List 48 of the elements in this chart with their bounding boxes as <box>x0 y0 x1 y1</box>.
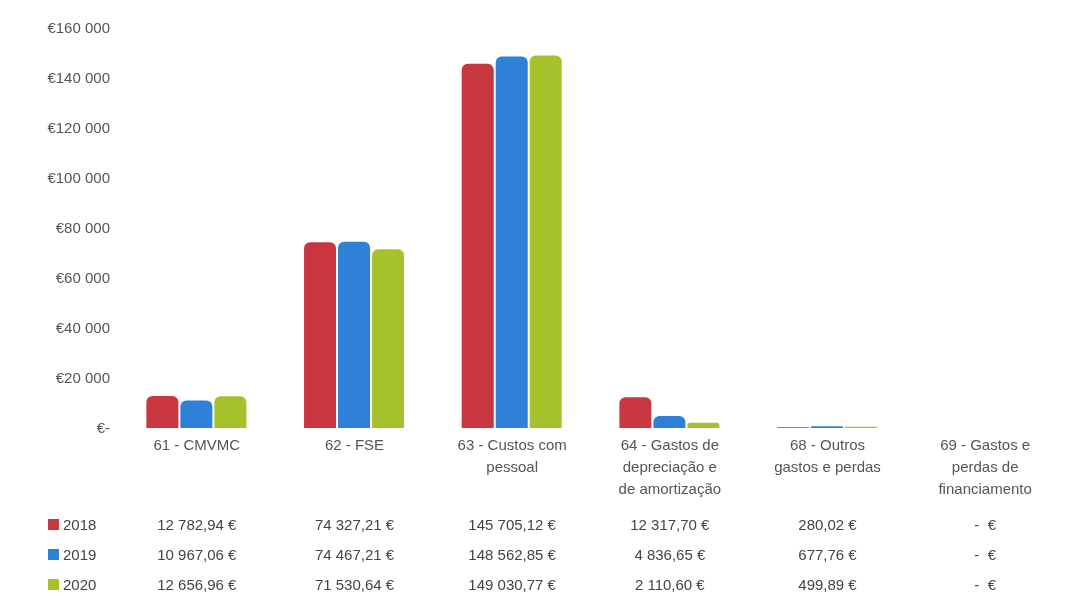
bar <box>461 63 494 428</box>
bar <box>687 422 720 428</box>
y-tick-label: €120 000 <box>47 119 110 137</box>
y-tick-label: €20 000 <box>55 369 110 387</box>
x-tick-label: 63 - Custos com pessoal <box>457 436 567 475</box>
y-tick-label: €80 000 <box>55 219 110 237</box>
y-tick-label: €160 000 <box>47 19 110 37</box>
data-label: 2 110,60 € <box>633 576 706 593</box>
y-tick-label: €100 000 <box>47 169 110 187</box>
data-label: 145 705,12 € <box>467 516 557 533</box>
bar <box>338 241 371 428</box>
bar <box>653 415 686 428</box>
data-label: 12 656,96 € <box>156 576 238 593</box>
data-label: - € <box>973 516 997 533</box>
bar <box>214 396 247 428</box>
data-label: 280,02 € <box>797 516 858 533</box>
data-label: 74 327,21 € <box>313 516 396 533</box>
data-label: - € <box>973 546 997 563</box>
x-tick-label: 68 - Outros gastos e perdas <box>774 436 881 475</box>
data-label: 677,76 € <box>797 546 858 563</box>
legend-label: 2019 <box>63 546 97 563</box>
data-label: 4 836,65 € <box>633 546 707 563</box>
data-label: 74 467,21 € <box>313 546 396 563</box>
x-tick-label: 64 - Gastos de depreciação e de amortização <box>618 436 722 497</box>
data-label: 71 530,64 € <box>313 576 396 593</box>
data-label: 148 562,85 € <box>467 546 557 563</box>
y-tick-label: €140 000 <box>47 69 110 87</box>
x-tick-label: 62 - FSE <box>324 436 385 453</box>
y-tick-label: €60 000 <box>55 269 110 287</box>
bar <box>180 400 213 428</box>
bar <box>495 56 528 428</box>
bar <box>304 242 337 428</box>
data-label: 499,89 € <box>797 576 858 593</box>
y-tick-label: €40 000 <box>55 319 110 337</box>
data-label: 10 967,06 € <box>156 546 238 563</box>
x-tick-label: 69 - Gastos e perdas de financiamento <box>938 436 1032 497</box>
y-tick-label: €- <box>96 419 110 437</box>
legend-label: 2020 <box>63 576 97 593</box>
bar <box>372 249 405 428</box>
bar <box>619 397 652 428</box>
data-label: 149 030,77 € <box>467 576 557 593</box>
legend-label: 2018 <box>63 516 97 533</box>
data-label: 12 317,70 € <box>629 516 711 533</box>
x-tick-label: 61 - CMVMC <box>153 436 241 453</box>
bar <box>146 396 179 428</box>
data-label: 12 782,94 € <box>156 516 238 533</box>
bar <box>529 55 562 428</box>
data-label: - € <box>973 576 997 593</box>
